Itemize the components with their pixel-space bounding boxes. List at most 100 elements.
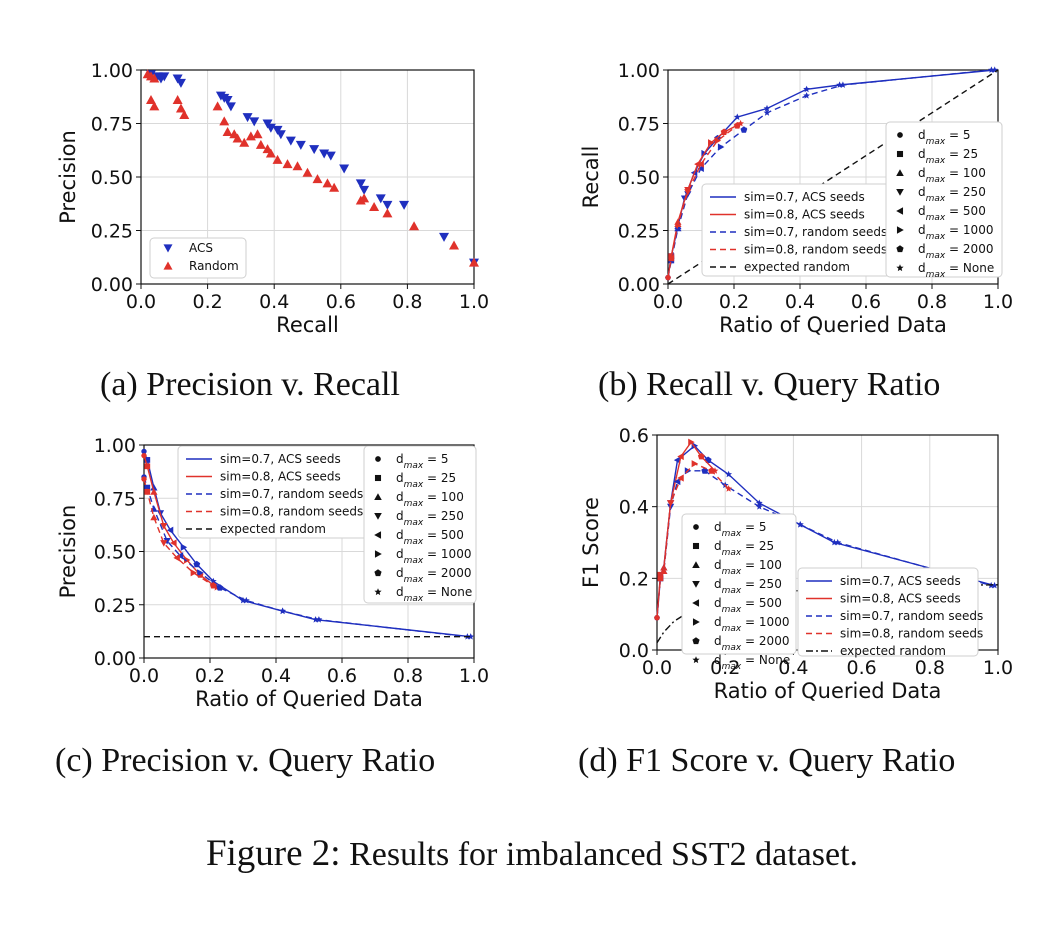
caption-a: (a) Precision v. Recall xyxy=(100,366,400,403)
data-point xyxy=(242,596,250,604)
data-point xyxy=(697,452,705,460)
data-point xyxy=(179,109,190,119)
legend-marker xyxy=(374,550,382,558)
data-point xyxy=(295,140,306,150)
data-point xyxy=(439,232,450,242)
data-point xyxy=(763,104,771,112)
data-point xyxy=(144,488,151,495)
y-tick-label: 0.00 xyxy=(91,274,133,296)
legend-marker xyxy=(692,599,700,607)
data-point xyxy=(684,189,692,196)
legend-marker xyxy=(896,150,904,158)
legend-entry: sim=0.7, random seeds xyxy=(840,609,983,623)
data-point xyxy=(725,485,732,492)
legend-marker xyxy=(692,561,700,569)
caption-d: (d) F1 Score v. Query Ratio xyxy=(578,742,956,779)
plot-frame xyxy=(140,69,475,285)
data-point xyxy=(654,615,660,621)
data-point xyxy=(359,185,370,195)
data-point xyxy=(265,148,276,158)
x-tick-label: 0.4 xyxy=(259,291,289,313)
legend-marker xyxy=(692,580,700,588)
data-point xyxy=(763,109,771,116)
x-tick-label: 0.2 xyxy=(710,657,740,679)
legend-marker xyxy=(896,245,904,253)
x-axis-label: Ratio of Queried Data xyxy=(195,687,423,711)
data-point xyxy=(697,160,704,168)
y-axis-label: Precision xyxy=(56,130,80,224)
legend-entry: sim=0.7, ACS seeds xyxy=(220,452,341,466)
data-point xyxy=(803,92,810,99)
series-markers xyxy=(665,122,741,281)
legend-entry: sim=0.7, random seeds xyxy=(744,225,887,239)
legend-marker xyxy=(896,264,904,272)
series-line xyxy=(656,470,992,618)
x-tick-label: 0.8 xyxy=(917,291,947,313)
data-point xyxy=(163,537,171,545)
series-acs xyxy=(145,70,479,268)
data-point xyxy=(991,66,999,73)
data-point xyxy=(180,543,188,551)
y-tick-label: 0.25 xyxy=(91,221,133,243)
y-tick-label: 0.50 xyxy=(94,542,136,564)
y-tick-label: 0.50 xyxy=(91,167,133,189)
data-point xyxy=(733,122,741,129)
data-point xyxy=(673,477,681,486)
data-point xyxy=(272,154,283,164)
legend-box xyxy=(681,513,797,655)
data-point xyxy=(149,101,160,111)
y-tick-label: 0.00 xyxy=(94,648,136,670)
chart-panel-a: 0.0 0.2 0.4 0.6 0.8 1.0 0.00 0.25 0.50 0.75 1.00 Re… xyxy=(56,60,489,337)
legend-marker xyxy=(896,188,904,196)
data-point xyxy=(665,274,671,281)
figure-caption: Figure 2: Results for imbalanced SST2 da… xyxy=(0,832,1064,875)
y-tick-label: 1.00 xyxy=(618,60,660,82)
data-point xyxy=(141,452,147,459)
data-point xyxy=(222,95,233,105)
data-point xyxy=(796,521,804,528)
data-point xyxy=(467,633,475,640)
x-axis-label: Ratio of Queried Data xyxy=(714,679,942,703)
data-point xyxy=(282,159,293,169)
data-point xyxy=(720,128,728,135)
legend-marker xyxy=(693,524,699,530)
data-point xyxy=(170,539,177,547)
x-tick-label: 1.0 xyxy=(459,291,489,313)
data-point xyxy=(469,257,479,267)
x-tick-label: 1.0 xyxy=(983,291,1013,313)
y-tick-label: 0.0 xyxy=(619,640,649,662)
y-tick-label: 0.75 xyxy=(91,114,133,136)
data-point xyxy=(725,470,732,478)
data-point xyxy=(239,137,250,147)
y-axis-label: Precision xyxy=(56,505,80,599)
legend-marker xyxy=(374,474,382,482)
data-point xyxy=(197,569,204,577)
legend-d-lines: sim=0.7, ACS seeds sim=0.8, ACS seeds sim=… xyxy=(797,567,983,658)
legend-marker xyxy=(692,542,700,550)
data-point xyxy=(991,581,998,589)
data-point xyxy=(688,438,695,446)
legend-entry: Random xyxy=(189,259,239,273)
data-point xyxy=(242,113,253,123)
legend-marker xyxy=(374,569,382,577)
data-point xyxy=(803,85,810,93)
data-point xyxy=(691,442,699,450)
data-point xyxy=(222,127,233,137)
legend-c-lines: sim=0.7, ACS seeds sim=0.8, ACS seeds sim=… xyxy=(177,445,369,539)
data-point xyxy=(708,467,715,474)
legend-entry: expected random xyxy=(840,644,946,658)
data-point xyxy=(216,584,224,591)
series-markers xyxy=(141,476,217,589)
data-point xyxy=(292,161,303,171)
y-tick-label: 0.00 xyxy=(618,274,660,296)
x-tick-label: 0.8 xyxy=(915,657,945,679)
data-point xyxy=(160,540,168,547)
legend-marker xyxy=(692,656,700,664)
x-tick-label: 0.6 xyxy=(851,291,881,313)
series-markers xyxy=(654,460,732,621)
legend-box xyxy=(797,567,979,657)
legend-a: ACS Random xyxy=(149,237,247,279)
data-point xyxy=(249,117,260,127)
